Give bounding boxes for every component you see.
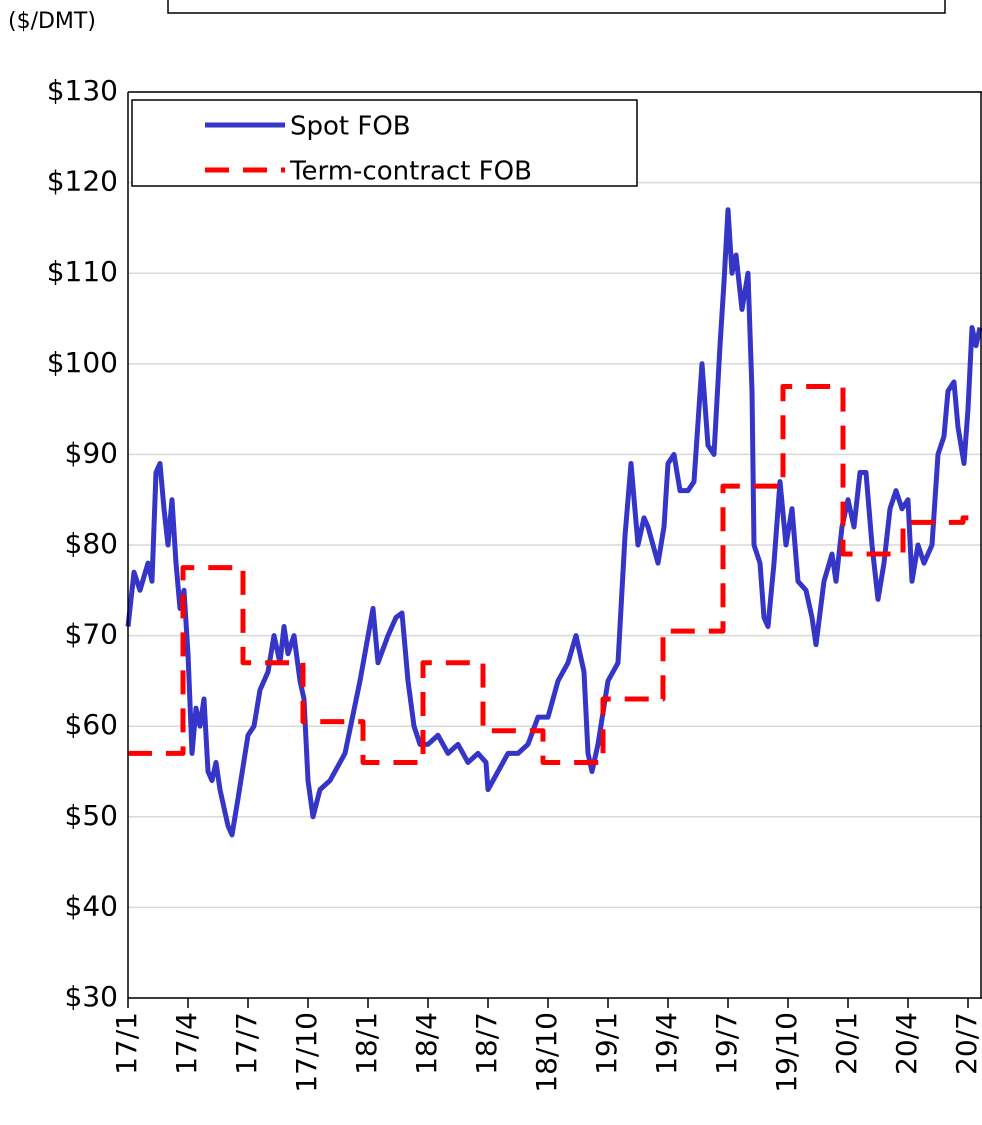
y-axis-label: ($/DMT)	[8, 9, 96, 34]
x-tick-label: 17/10	[290, 1012, 323, 1093]
x-tick-label: 19/1	[590, 1012, 623, 1075]
x-tick-label: 19/7	[710, 1012, 743, 1075]
series-line	[125, 207, 982, 838]
y-tick-label: $80	[65, 527, 118, 560]
x-tick-label: 17/4	[170, 1012, 203, 1075]
x-tick-label: 18/10	[530, 1012, 563, 1093]
x-tick-label: 17/1	[110, 1012, 143, 1075]
y-tick-label: $100	[47, 346, 118, 379]
legend-label: Spot FOB	[290, 112, 411, 142]
x-tick-label: 19/4	[650, 1012, 683, 1075]
x-tick-label: 18/4	[410, 1012, 443, 1075]
y-tick-label: $30	[65, 980, 118, 1013]
title-box	[167, 0, 946, 14]
x-tick-label: 19/10	[770, 1012, 803, 1093]
y-tick-label: $50	[65, 799, 118, 832]
x-tick-label: 20/1	[830, 1012, 863, 1075]
x-tick-label: 18/1	[350, 1012, 383, 1075]
x-tick-label: 20/4	[890, 1012, 923, 1075]
y-tick-label: $110	[47, 255, 118, 288]
y-tick-label: $70	[65, 618, 118, 651]
x-tick-label: 17/7	[230, 1012, 263, 1075]
x-tick-label: 18/7	[470, 1012, 503, 1075]
y-tick-label: $130	[47, 74, 118, 107]
y-tick-label: $60	[65, 708, 118, 741]
legend-label: Term-contract FOB	[289, 157, 532, 187]
y-tick-label: $120	[47, 165, 118, 198]
x-tick-label: 20/7	[950, 1012, 982, 1075]
y-tick-label: $40	[65, 889, 118, 922]
y-tick-label: $90	[65, 436, 118, 469]
